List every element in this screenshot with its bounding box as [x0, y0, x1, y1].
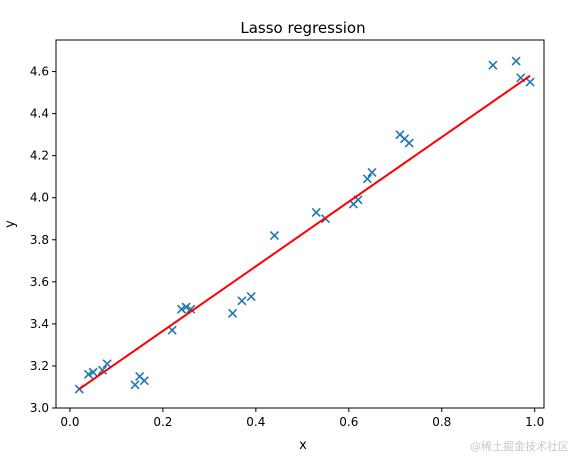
data-point [404, 138, 414, 148]
y-tick-label: 4.2 [30, 149, 49, 163]
x-axis: 0.0 0.2 0.4 0.6 0.8 1.0 [60, 408, 544, 429]
x-tick-label: 0.0 [60, 415, 79, 429]
y-tick-label: 3.8 [30, 233, 49, 247]
y-tick-label: 4.4 [30, 107, 49, 121]
data-point [97, 365, 108, 375]
data-point [246, 291, 256, 302]
plot-area [74, 56, 535, 394]
y-tick-label: 4.6 [30, 65, 49, 79]
data-point [186, 304, 196, 314]
data-point [176, 304, 187, 314]
chart-title: Lasso regression [240, 19, 365, 37]
data-point [83, 369, 94, 379]
y-axis-label: y [3, 220, 18, 228]
x-tick-label: 0.4 [246, 415, 265, 429]
y-tick-label: 3.2 [30, 359, 49, 373]
data-point [102, 359, 112, 369]
y-tick-label: 3.0 [30, 401, 49, 415]
data-point [139, 376, 149, 386]
data-point [88, 367, 98, 377]
plot-frame [55, 39, 545, 409]
y-tick-label: 3.4 [30, 317, 49, 331]
x-tick-label: 0.6 [339, 415, 358, 429]
data-point [130, 380, 140, 390]
data-point [488, 60, 498, 70]
data-point [237, 296, 247, 306]
data-point [362, 174, 372, 184]
data-point [525, 77, 535, 87]
data-point [269, 231, 280, 241]
y-tick-label: 4.0 [30, 191, 49, 205]
x-tick-label: 1.0 [525, 415, 544, 429]
watermark-text: @稀土掘金技术社区 [470, 440, 569, 453]
data-point [311, 207, 321, 217]
data-point [228, 308, 238, 318]
data-point [511, 56, 521, 66]
y-tick-label: 3.6 [30, 275, 49, 289]
x-tick-label: 0.8 [432, 415, 451, 429]
x-axis-label: x [299, 438, 307, 453]
data-point [181, 302, 191, 312]
data-point [367, 167, 377, 178]
x-tick-label: 0.2 [153, 415, 172, 429]
y-axis: 3.0 3.2 3.4 3.6 3.8 4.0 4.2 4.4 4.6 [30, 65, 56, 415]
regression-line [78, 74, 531, 390]
